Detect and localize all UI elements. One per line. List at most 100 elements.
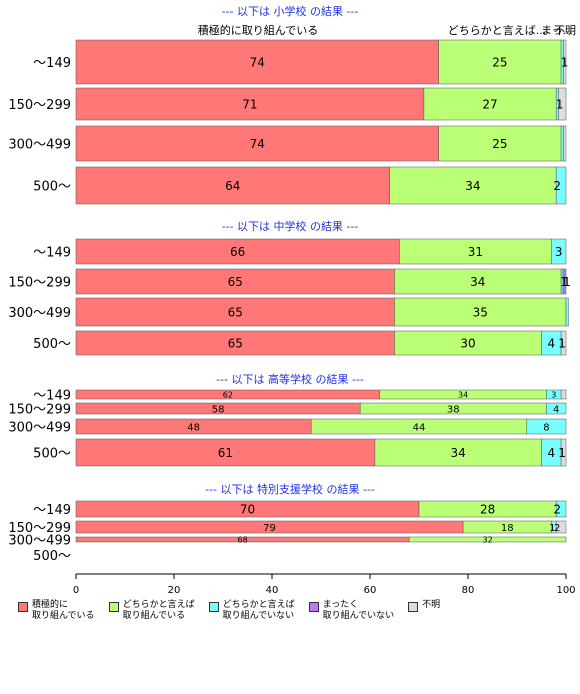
bar-segment <box>438 39 562 85</box>
legend-label: どちらかと言えば 取り組んでいる <box>122 600 195 621</box>
category-label: 500〜 <box>33 337 71 352</box>
category-label: 〜149 <box>33 389 71 404</box>
panel-title: --- 以下は 高等学校 の結果 --- <box>216 372 364 386</box>
data-label: 28 <box>480 503 495 517</box>
category-label: 〜149 <box>33 503 71 518</box>
data-label: 74 <box>250 137 265 151</box>
legend-item: どちらかと言えば 取り組んでいない <box>208 600 295 622</box>
data-label: 48 <box>187 422 200 433</box>
data-label: 34 <box>458 391 468 400</box>
bar-segment <box>560 125 564 162</box>
bar-segment <box>374 438 542 467</box>
data-label: 71 <box>242 98 257 112</box>
data-label: 2 <box>553 179 561 193</box>
data-label: 65 <box>228 275 243 289</box>
data-label: 38 <box>447 404 460 415</box>
category-label: 〜149 <box>33 246 71 261</box>
x-tick-label: 60 <box>364 585 377 596</box>
data-label: 18 <box>501 523 514 534</box>
category-label: 500〜 <box>33 180 71 195</box>
legend-label: どちらかと言えば 取り組んでいない <box>222 600 295 621</box>
data-label: 4 <box>553 404 559 415</box>
data-label: 65 <box>228 306 243 320</box>
data-label: 34 <box>465 179 480 193</box>
bar-segment <box>555 500 567 518</box>
legend-swatch <box>208 602 219 612</box>
data-label: 1 <box>560 275 568 289</box>
bar-segment <box>555 166 567 205</box>
category-label: 150〜299 <box>8 403 71 418</box>
panel-title: --- 以下は 特別支援学校 の結果 --- <box>205 482 375 496</box>
data-label: 3 <box>555 245 563 259</box>
bar-segment <box>563 39 567 85</box>
data-label: 1 <box>558 446 566 460</box>
panel-header-label: まっ... <box>541 24 573 37</box>
panel-header-label: 不明 <box>554 24 576 37</box>
x-tick-label: 20 <box>168 585 181 596</box>
panel-header-label: 積極的に取り組んでいる <box>198 23 318 37</box>
legend-item: どちらかと言えば 取り組んでいる <box>108 600 195 622</box>
data-label: 68 <box>238 536 248 545</box>
bar-segment <box>75 268 395 295</box>
legend: 積極的に 取り組んでいる どちらかと言えば 取り組んでいる どちらかと言えば 取り組… <box>18 600 440 622</box>
category-label: 300〜499 <box>8 421 71 436</box>
legend-swatch <box>108 602 119 612</box>
data-label: 65 <box>228 337 243 351</box>
category-label: 〜149 <box>33 56 71 71</box>
x-tick-label: 40 <box>266 585 279 596</box>
legend-swatch <box>308 602 319 612</box>
x-tick-label: 0 <box>73 585 79 596</box>
category-label: 300〜499 <box>8 306 71 321</box>
data-label: 1 <box>563 275 571 289</box>
data-label: 34 <box>470 275 485 289</box>
category-label: 500〜 <box>33 447 71 462</box>
legend-label: 積極的に 取り組んでいる <box>32 600 95 621</box>
data-label: 79 <box>263 523 276 534</box>
bar-segment <box>75 238 400 265</box>
bar-segment <box>565 297 569 327</box>
bar-segment <box>438 125 562 162</box>
category-label: 300〜499 <box>8 534 71 549</box>
data-label: 74 <box>250 56 265 70</box>
bar-segment <box>423 87 557 121</box>
data-label: 62 <box>223 391 233 400</box>
data-label: 1 <box>558 337 566 351</box>
data-label: 2 <box>553 503 561 517</box>
data-label: 25 <box>492 56 507 70</box>
data-label: 3 <box>551 391 556 400</box>
data-label: 31 <box>468 245 483 259</box>
category-label: 150〜299 <box>8 521 71 536</box>
category-label: 150〜299 <box>8 276 71 291</box>
data-label: 66 <box>230 245 245 259</box>
data-label: 34 <box>451 446 466 460</box>
bar-segment <box>563 125 567 162</box>
category-label: 300〜499 <box>8 138 71 153</box>
bar-segment <box>75 438 376 467</box>
data-label: 4 <box>547 337 555 351</box>
bar-segment <box>526 418 567 435</box>
data-label: 70 <box>240 503 255 517</box>
bar-segment <box>560 438 567 467</box>
bar-segment <box>75 125 439 162</box>
bar-segment <box>546 402 567 415</box>
data-label: 64 <box>225 179 240 193</box>
data-label: 30 <box>460 337 475 351</box>
legend-swatch <box>18 602 28 612</box>
data-label: 25 <box>492 137 507 151</box>
data-label: 58 <box>212 404 225 415</box>
category-label: 500〜 <box>33 549 71 564</box>
data-label: 8 <box>543 422 549 433</box>
bar-segment <box>555 520 567 534</box>
legend-swatch <box>408 602 419 612</box>
bar-segment <box>408 536 567 543</box>
data-label: 1 <box>561 56 569 70</box>
bar-segment <box>560 330 567 356</box>
data-label: 1 <box>549 523 555 534</box>
data-label: 61 <box>218 446 233 460</box>
bar-segment <box>399 238 552 265</box>
bar-segment <box>75 297 395 327</box>
legend-item: 不明 <box>408 600 440 622</box>
bar-segment <box>394 297 567 327</box>
legend-item: 積極的に 取り組んでいる <box>18 600 95 622</box>
